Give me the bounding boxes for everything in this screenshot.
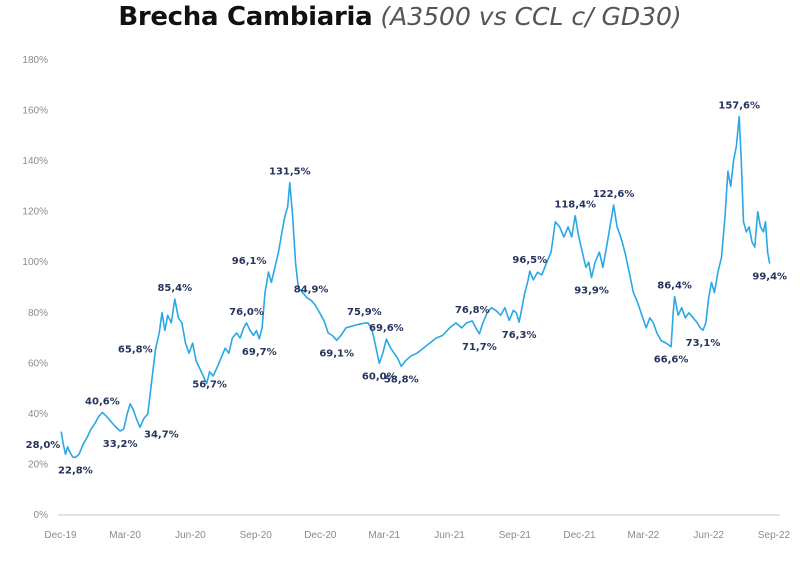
data-label: 76,8% (455, 305, 490, 316)
data-label: 157,6% (718, 101, 760, 112)
data-label: 58,8% (384, 374, 419, 385)
x-tick-label: Dec-21 (563, 530, 596, 541)
y-tick-label: 40% (28, 409, 48, 420)
series-line (60, 115, 771, 459)
chart-subtitle: (A3500 vs CCL c/ GD30) (380, 2, 682, 31)
data-label: 86,4% (657, 281, 692, 292)
y-tick-label: 180% (22, 55, 48, 66)
y-tick-label: 80% (28, 308, 48, 319)
data-label: 33,2% (103, 439, 138, 450)
data-label: 96,5% (512, 255, 547, 266)
data-label: 56,7% (192, 380, 227, 391)
x-tick-label: Mar-21 (368, 530, 400, 541)
data-label: 69,7% (242, 347, 277, 358)
y-tick-label: 100% (22, 257, 48, 268)
data-label: 28,0% (26, 440, 61, 451)
x-tick-label: Jun-20 (175, 530, 206, 541)
x-tick-label: Jun-22 (693, 530, 724, 541)
x-tick-label: Jun-21 (434, 530, 465, 541)
chart-title: Brecha Cambiaria (A3500 vs CCL c/ GD30) (0, 2, 800, 32)
data-label: 65,8% (118, 345, 153, 356)
x-tick-label: Mar-20 (109, 530, 141, 541)
data-label: 34,7% (144, 429, 179, 440)
data-label: 118,4% (554, 200, 596, 211)
x-tick-label: Sep-20 (240, 530, 273, 541)
x-tick-label: Mar-22 (628, 530, 660, 541)
y-tick-label: 60% (28, 358, 48, 369)
data-label: 22,8% (58, 465, 93, 476)
data-label: 122,6% (593, 189, 635, 200)
data-label: 60,0% (362, 371, 397, 382)
data-label: 96,1% (232, 256, 267, 267)
y-tick-label: 160% (22, 106, 48, 117)
data-label: 76,0% (229, 307, 264, 318)
x-tick-label: Dec-20 (304, 530, 337, 541)
y-tick-label: 20% (28, 459, 48, 470)
data-label: 71,7% (462, 342, 497, 353)
data-label: 84,9% (294, 284, 329, 295)
data-label: 66,6% (654, 355, 689, 366)
data-label: 93,9% (574, 286, 609, 297)
data-label: 75,9% (347, 307, 382, 318)
x-tick-label: Sep-21 (499, 530, 532, 541)
data-label: 40,6% (85, 396, 120, 407)
y-tick-label: 140% (22, 156, 48, 167)
data-label: 69,6% (369, 323, 404, 334)
data-label: 131,5% (269, 167, 311, 178)
data-label: 73,1% (686, 338, 721, 349)
x-tick-label: Dec-19 (44, 530, 77, 541)
data-label: 85,4% (157, 283, 192, 294)
data-label: 76,3% (502, 330, 537, 341)
data-label: 69,1% (319, 348, 354, 359)
data-label: 99,4% (752, 272, 787, 283)
y-tick-label: 0% (34, 510, 49, 521)
y-tick-label: 120% (22, 207, 48, 218)
chart-title-main: Brecha Cambiaria (118, 2, 373, 32)
x-tick-label: Sep-22 (758, 530, 791, 541)
